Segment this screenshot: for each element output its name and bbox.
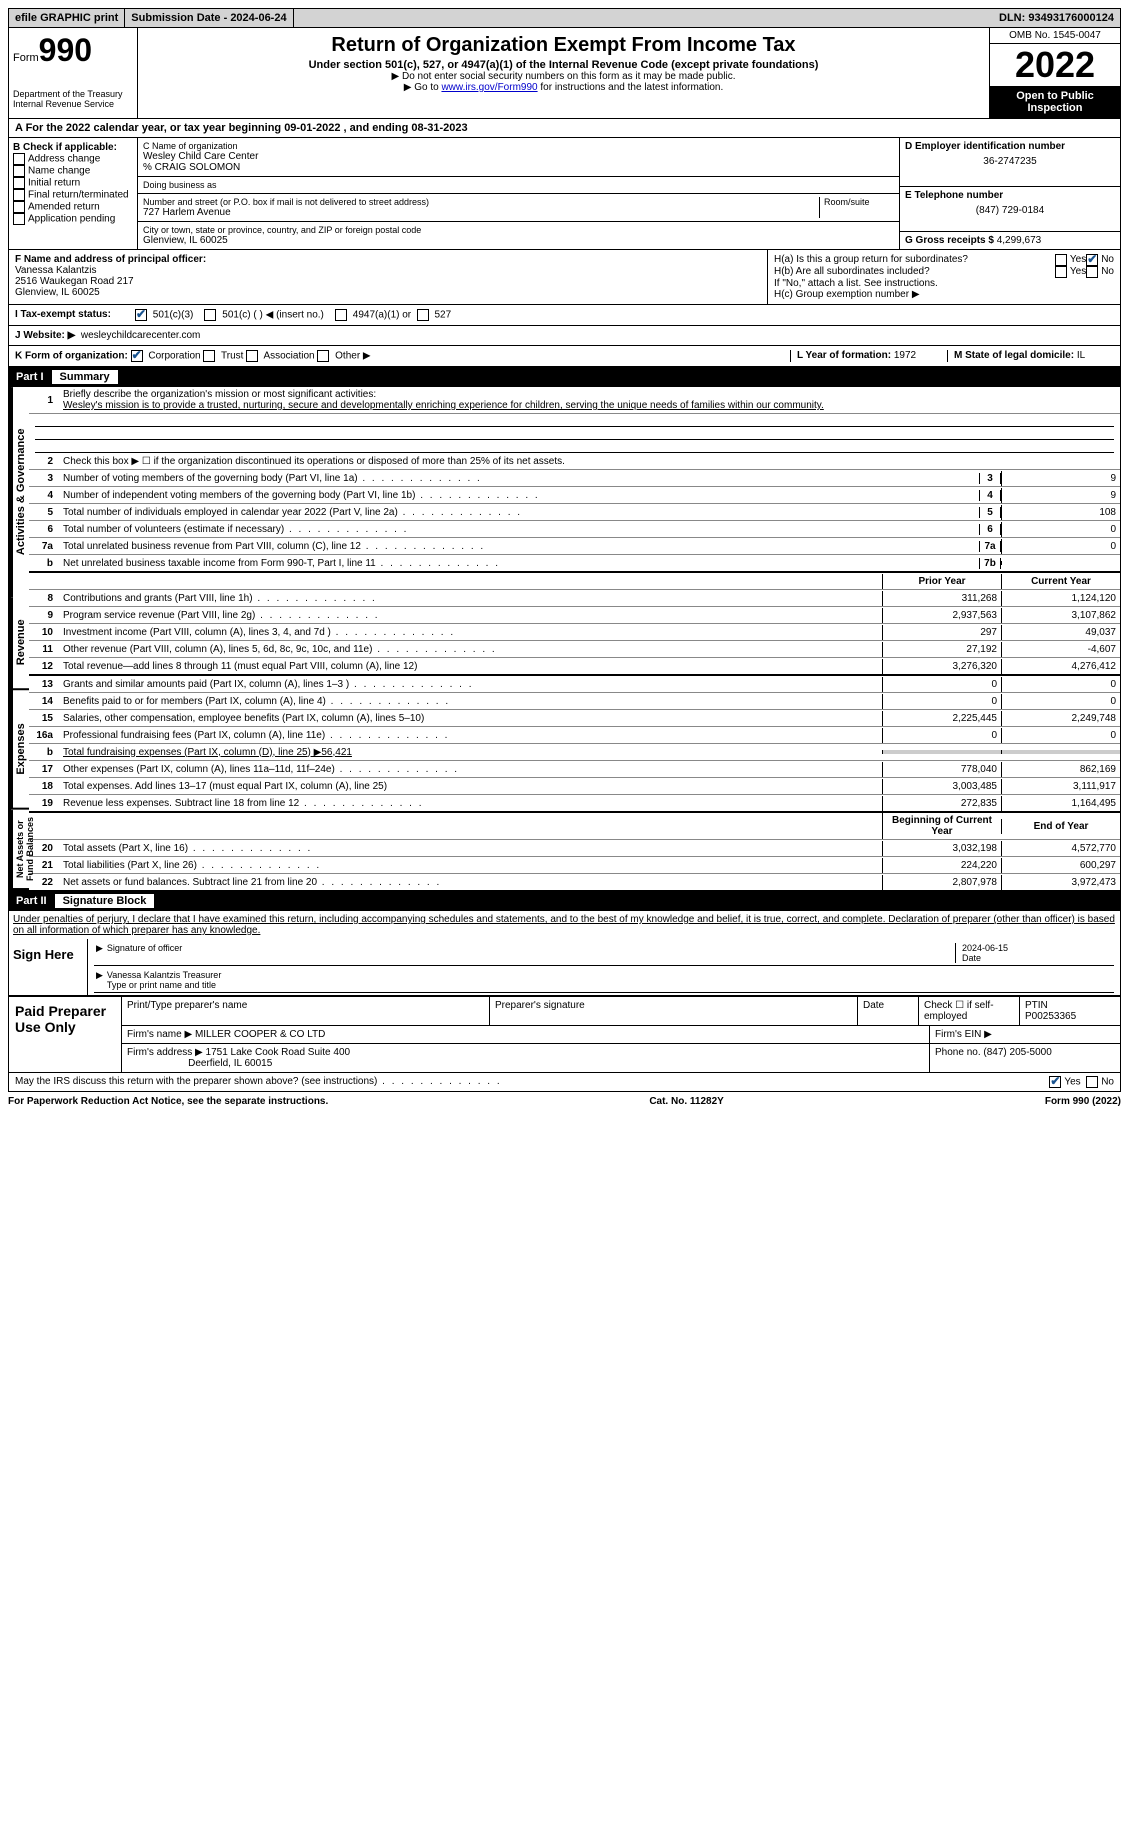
ptin: P00253365 <box>1025 1011 1076 1022</box>
part1-header: Part I Summary <box>8 367 1121 387</box>
dept-label: Department of the Treasury Internal Reve… <box>13 89 133 109</box>
org-name: Wesley Child Care Center <box>143 151 894 162</box>
officer-sig-name: Vanessa Kalantzis Treasurer <box>107 970 221 980</box>
city-state-zip: Glenview, IL 60025 <box>143 235 894 246</box>
netassets-tab: Net Assets or Fund Balances <box>11 810 29 890</box>
efile-label[interactable]: efile GRAPHIC print <box>9 9 125 27</box>
entity-section: B Check if applicable: Address change Na… <box>8 138 1121 250</box>
care-of: % CRAIG SOLOMON <box>143 162 894 173</box>
line-a: A For the 2022 calendar year, or tax yea… <box>8 119 1121 138</box>
revenue-tab: Revenue <box>11 597 29 690</box>
phone: (847) 729-0184 <box>905 201 1115 216</box>
line7a-value: 0 <box>1001 539 1120 554</box>
name-change-checkbox[interactable] <box>13 165 25 177</box>
top-bar: efile GRAPHIC print Submission Date - 20… <box>8 8 1121 28</box>
irs-link[interactable]: www.irs.gov/Form990 <box>441 82 537 93</box>
part2-header: Part II Signature Block <box>8 891 1121 911</box>
group-return-no[interactable] <box>1086 254 1098 266</box>
initial-return-checkbox[interactable] <box>13 177 25 189</box>
state-domicile: IL <box>1077 350 1085 361</box>
box-d: D Employer identification number 36-2747… <box>899 138 1120 249</box>
line6-value: 0 <box>1001 522 1120 537</box>
final-return-checkbox[interactable] <box>13 189 25 201</box>
expenses-tab: Expenses <box>11 690 29 810</box>
discuss-yes-checkbox[interactable] <box>1049 1076 1061 1088</box>
form-word: Form <box>13 52 39 64</box>
row-j: J Website: ▶ wesleychildcarecenter.com <box>8 326 1121 346</box>
preparer-block: Paid Preparer Use Only Print/Type prepar… <box>8 996 1121 1073</box>
street-address: 727 Harlem Avenue <box>143 207 819 218</box>
form-title: Return of Organization Exempt From Incom… <box>142 34 985 57</box>
officer-name: Vanessa Kalantzis <box>15 265 761 276</box>
page-footer: For Paperwork Reduction Act Notice, see … <box>8 1092 1121 1111</box>
inspection-label: Open to Public Inspection <box>990 86 1120 118</box>
box-c: C Name of organization Wesley Child Care… <box>138 138 899 249</box>
line3-value: 9 <box>1001 471 1120 486</box>
paid-preparer-label: Paid Preparer Use Only <box>9 997 122 1072</box>
501c3-checkbox[interactable] <box>135 309 147 321</box>
gross-receipts: 4,299,673 <box>997 235 1042 246</box>
tax-year: 2022 <box>990 44 1120 86</box>
submission-date: Submission Date - 2024-06-24 <box>125 9 293 27</box>
omb-number: OMB No. 1545-0047 <box>990 28 1120 44</box>
row-klm: K Form of organization: Corporation Trus… <box>8 346 1121 367</box>
ein: 36-2747235 <box>905 152 1115 167</box>
signature-block: Sign Here Signature of officer2024-06-15… <box>8 939 1121 996</box>
penalty-statement: Under penalties of perjury, I declare th… <box>8 911 1121 939</box>
preparer-phone: (847) 205-5000 <box>983 1047 1051 1058</box>
addr-change-checkbox[interactable] <box>13 153 25 165</box>
amended-checkbox[interactable] <box>13 201 25 213</box>
form-note1: ▶ Do not enter social security numbers o… <box>142 71 985 82</box>
line7b-value <box>1001 561 1120 565</box>
dln: DLN: 93493176000124 <box>993 9 1120 27</box>
sign-here-label: Sign Here <box>9 939 88 995</box>
row-fgh: F Name and address of principal officer:… <box>8 250 1121 305</box>
row-i: I Tax-exempt status: 501(c)(3) 501(c) ( … <box>8 305 1121 326</box>
website[interactable]: wesleychildcarecenter.com <box>81 330 201 341</box>
form-note2: ▶ Go to www.irs.gov/Form990 for instruct… <box>142 82 985 93</box>
form-header: Form990 Department of the Treasury Inter… <box>8 28 1121 119</box>
line4-value: 9 <box>1001 488 1120 503</box>
form-subtitle: Under section 501(c), 527, or 4947(a)(1)… <box>142 59 985 71</box>
form-number: 990 <box>39 32 92 68</box>
summary-table: Activities & Governance Revenue Expenses… <box>8 387 1121 891</box>
year-formation: 1972 <box>894 350 916 361</box>
activities-tab: Activities & Governance <box>11 387 29 597</box>
corp-checkbox[interactable] <box>131 350 143 362</box>
box-b: B Check if applicable: Address change Na… <box>9 138 138 249</box>
discuss-row: May the IRS discuss this return with the… <box>8 1073 1121 1092</box>
app-pending-checkbox[interactable] <box>13 213 25 225</box>
mission-text: Wesley's mission is to provide a trusted… <box>63 400 824 411</box>
line5-value: 108 <box>1001 505 1120 520</box>
firm-name: MILLER COOPER & CO LTD <box>195 1029 325 1040</box>
discuss-no-checkbox[interactable] <box>1086 1076 1098 1088</box>
